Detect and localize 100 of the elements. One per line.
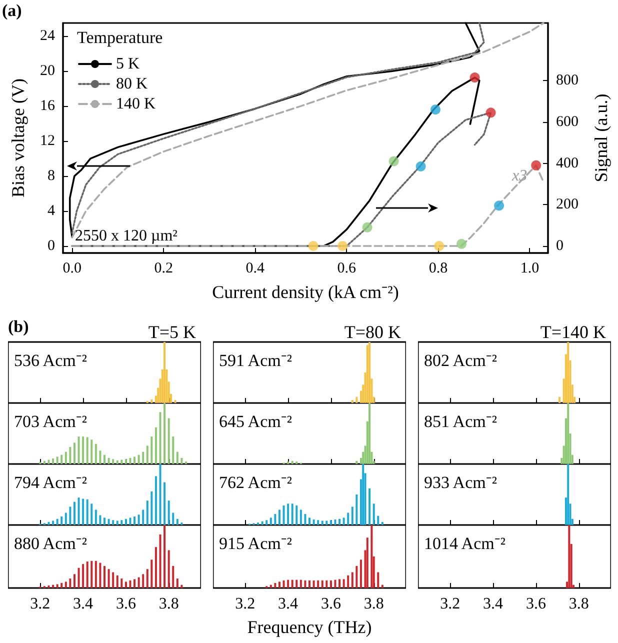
bar [304, 514, 306, 525]
bar [300, 580, 302, 588]
x-axis-title: Frequency (THz) [247, 617, 372, 637]
bar [112, 520, 114, 525]
bar [90, 504, 93, 525]
bar [356, 460, 358, 464]
bar [381, 522, 384, 525]
bar [278, 510, 280, 525]
bar [99, 450, 102, 464]
y-tick-label: 0 [48, 238, 55, 254]
legend-label: 80 K [116, 76, 148, 92]
point [338, 240, 348, 251]
bar [116, 520, 118, 525]
annotation: 2550 x 120 µm² [75, 228, 178, 244]
x-tick-label: 3.6 [526, 596, 546, 612]
bar [356, 396, 358, 403]
bar [146, 569, 148, 588]
bar [48, 522, 50, 525]
bar [360, 560, 362, 588]
bar [351, 572, 354, 588]
bar [270, 584, 272, 588]
y-tick-label: 4 [48, 203, 56, 220]
x-tick-label: 0.2 [154, 260, 174, 276]
bar [296, 505, 298, 525]
point [470, 72, 480, 83]
bar [78, 436, 80, 464]
annotation: x3 [511, 168, 528, 184]
bar [73, 442, 76, 464]
y2-tick-label: 0 [556, 238, 564, 254]
legend-title: Temperature [77, 28, 163, 47]
bar [176, 518, 178, 525]
bar [338, 518, 341, 525]
bar [73, 574, 76, 588]
bar [82, 498, 84, 525]
bar [69, 506, 72, 525]
bar [172, 566, 174, 588]
bar [116, 460, 118, 464]
bar [368, 488, 371, 525]
bar [282, 505, 285, 525]
bar [108, 569, 110, 588]
bar [168, 500, 170, 525]
bar [308, 580, 310, 588]
x-tick-label: 0.8 [428, 260, 448, 276]
x-tick-label: 0.0 [62, 260, 82, 276]
bar [291, 460, 294, 464]
point [416, 161, 426, 172]
bar [43, 460, 46, 464]
bar [60, 516, 63, 525]
bar [86, 562, 88, 588]
bar [60, 454, 63, 464]
bar [312, 580, 315, 588]
x-tick-label: 3.4 [73, 596, 94, 612]
bar [558, 396, 561, 403]
bar [104, 566, 106, 588]
bar [94, 444, 97, 464]
bar [104, 454, 106, 464]
bar [377, 572, 380, 588]
bar [338, 579, 341, 588]
bar [317, 520, 320, 525]
bar [146, 446, 148, 464]
bar [287, 504, 290, 525]
y-axis-title: Bias voltage (V) [8, 78, 28, 198]
bar [112, 572, 114, 588]
annotation: 762 Acm⁻² [219, 473, 292, 492]
chart-title: T=80 K [344, 322, 402, 342]
bar [381, 584, 384, 588]
bar [138, 514, 140, 525]
x-axis-title: Current density (kA cm⁻²) [212, 282, 399, 302]
bar [112, 459, 114, 464]
bar [56, 456, 58, 464]
x-tick-label: 3.2 [235, 596, 256, 612]
x-tick-label: 3.8 [568, 596, 589, 612]
bar [317, 580, 320, 588]
bar [366, 538, 368, 588]
bar [64, 582, 67, 588]
bar [266, 520, 268, 525]
bar [168, 550, 170, 588]
x-tick-label: 3.2 [440, 596, 460, 612]
bar [291, 580, 294, 588]
annotation: 880 Acm⁻² [14, 534, 87, 553]
y-tick-label: 12 [40, 133, 55, 150]
bar [180, 584, 183, 588]
legend-label: 5 K [116, 56, 140, 72]
bar [342, 518, 345, 525]
bar [356, 494, 358, 525]
bar [60, 582, 63, 588]
y-tick-label: 24 [40, 28, 56, 44]
bar [150, 399, 153, 403]
bar [129, 518, 132, 525]
bar [120, 520, 123, 525]
bar [356, 566, 358, 588]
bar [52, 458, 54, 464]
bar [282, 580, 285, 588]
bar [308, 518, 310, 525]
annotation: 1014 Acm⁻² [424, 534, 506, 553]
bar [52, 520, 54, 525]
annotation: 645 Acm⁻² [219, 412, 292, 431]
bar [150, 436, 153, 464]
bar [287, 580, 290, 588]
bar [296, 580, 298, 588]
